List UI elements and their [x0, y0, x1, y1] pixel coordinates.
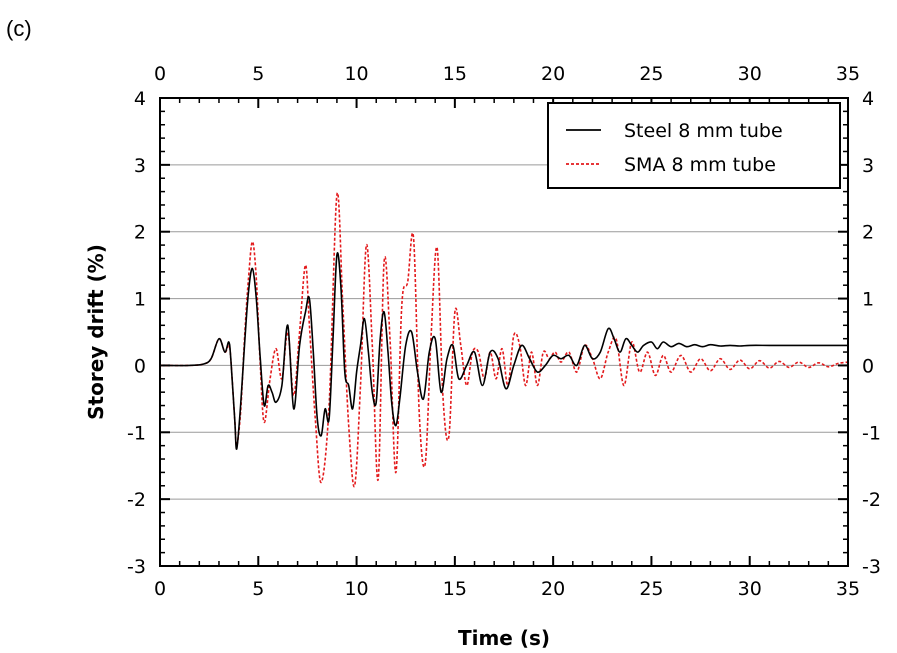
- y-tick-label-left: -3: [127, 556, 146, 578]
- x-axis-title: Time (s): [458, 626, 550, 650]
- grid-lines: [160, 164, 848, 500]
- y-tick-label-left: 3: [134, 155, 146, 177]
- x-tick-label-top: 15: [443, 63, 467, 85]
- x-tick-label-top: 25: [639, 63, 663, 85]
- y-tick-label-right: 1: [862, 289, 874, 311]
- y-tick-label-left: 2: [134, 222, 146, 244]
- x-tick-label-bottom: 15: [443, 578, 467, 600]
- x-tick-label-bottom: 10: [344, 578, 368, 600]
- y-tick-label-left: 0: [134, 355, 146, 377]
- y-tick-label-left: 1: [134, 289, 146, 311]
- legend-label-steel: Steel 8 mm tube: [624, 120, 783, 142]
- x-tick-label-top: 30: [738, 63, 762, 85]
- y-axis-title: Storey drift (%): [84, 244, 108, 420]
- y-tick-label-right: -1: [862, 422, 881, 444]
- y-tick-label-right: 4: [862, 88, 874, 110]
- y-tick-label-left: -1: [127, 422, 146, 444]
- y-tick-label-right: -2: [862, 489, 881, 511]
- legend-label-sma: SMA 8 mm tube: [624, 154, 776, 176]
- series-line-sma: [159, 192, 849, 488]
- legend-box: [547, 102, 841, 189]
- y-tick-label-right: -3: [862, 556, 881, 578]
- tick-labels: -3 -3-2 -2-1 -10 01 12 23 34 4005510101515202025…: [127, 63, 881, 600]
- x-tick-label-bottom: 25: [639, 578, 663, 600]
- x-tick-label-bottom: 0: [154, 578, 166, 600]
- x-tick-label-bottom: 30: [738, 578, 762, 600]
- x-tick-label-top: 0: [154, 63, 166, 85]
- series-lines: [159, 192, 849, 488]
- series-line-steel: [159, 252, 848, 450]
- x-tick-label-top: 10: [344, 63, 368, 85]
- y-tick-label-left: -2: [127, 489, 146, 511]
- x-tick-label-top: 35: [836, 63, 860, 85]
- x-tick-label-bottom: 5: [252, 578, 264, 600]
- y-tick-label-right: 0: [862, 355, 874, 377]
- y-tick-label-right: 3: [862, 155, 874, 177]
- legend: Steel 8 mm tube SMA 8 mm tube: [547, 102, 841, 189]
- y-tick-label-right: 2: [862, 222, 874, 244]
- panel-label: (c): [6, 16, 32, 41]
- x-tick-label-top: 5: [252, 63, 264, 85]
- plot-frame: [159, 97, 849, 567]
- y-tick-label-left: 4: [134, 88, 146, 110]
- x-tick-label-top: 20: [541, 63, 565, 85]
- x-tick-label-bottom: 20: [541, 578, 565, 600]
- x-tick-label-bottom: 35: [836, 578, 860, 600]
